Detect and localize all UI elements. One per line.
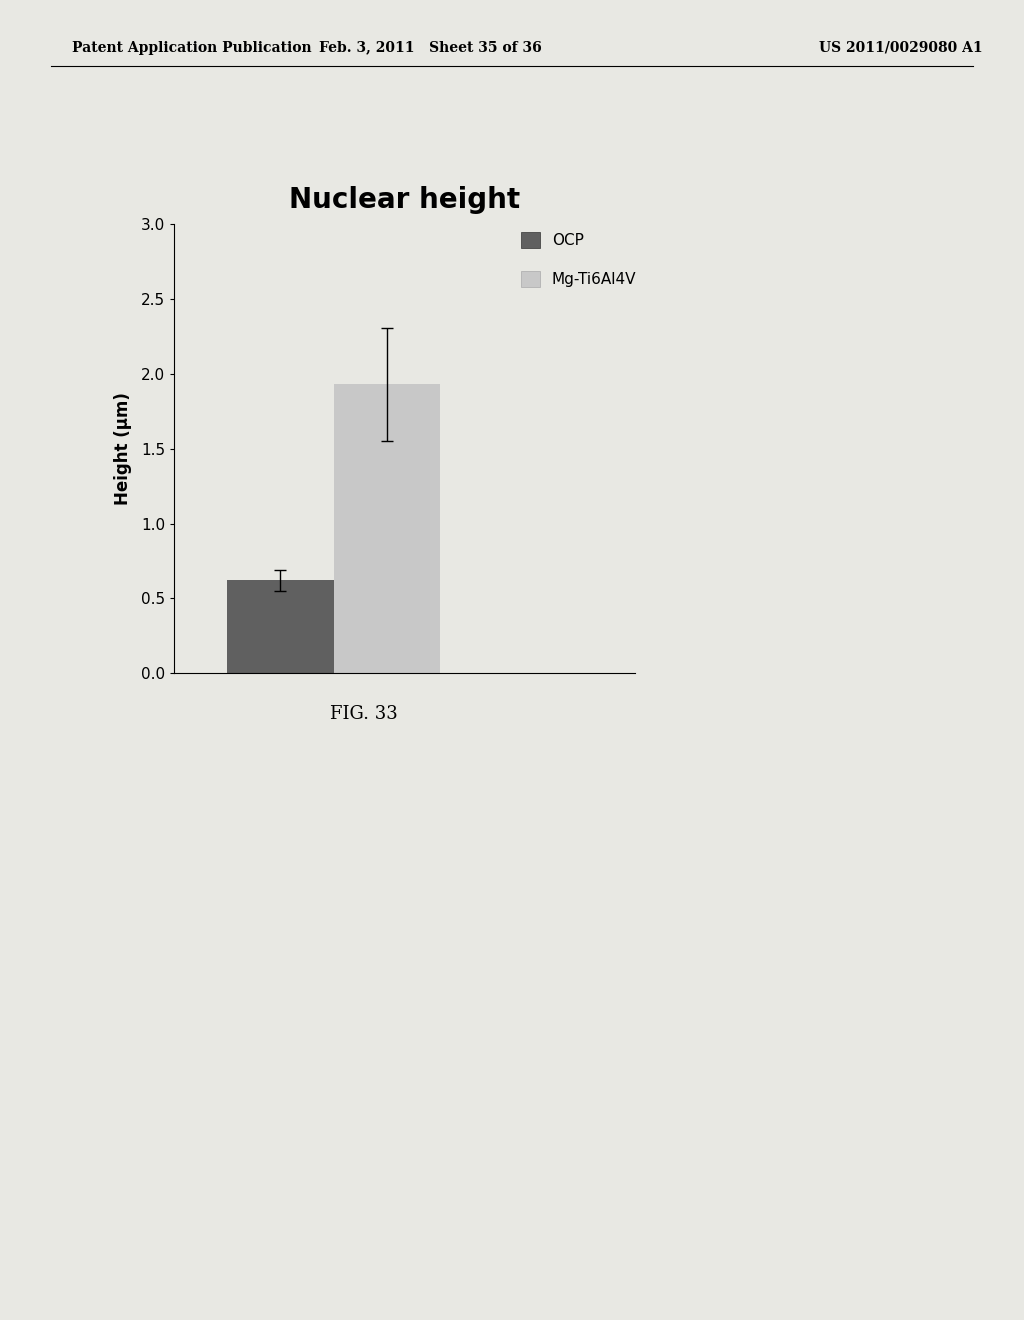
Text: US 2011/0029080 A1: US 2011/0029080 A1 xyxy=(819,41,983,54)
Text: Patent Application Publication: Patent Application Publication xyxy=(72,41,311,54)
Legend: OCP, Mg-Ti6Al4V: OCP, Mg-Ti6Al4V xyxy=(521,232,637,286)
Text: FIG. 33: FIG. 33 xyxy=(330,705,397,723)
Bar xyxy=(227,581,334,673)
Text: Feb. 3, 2011   Sheet 35 of 36: Feb. 3, 2011 Sheet 35 of 36 xyxy=(318,41,542,54)
Y-axis label: Height (μm): Height (μm) xyxy=(115,392,132,506)
Bar xyxy=(334,384,440,673)
Title: Nuclear height: Nuclear height xyxy=(289,186,520,214)
